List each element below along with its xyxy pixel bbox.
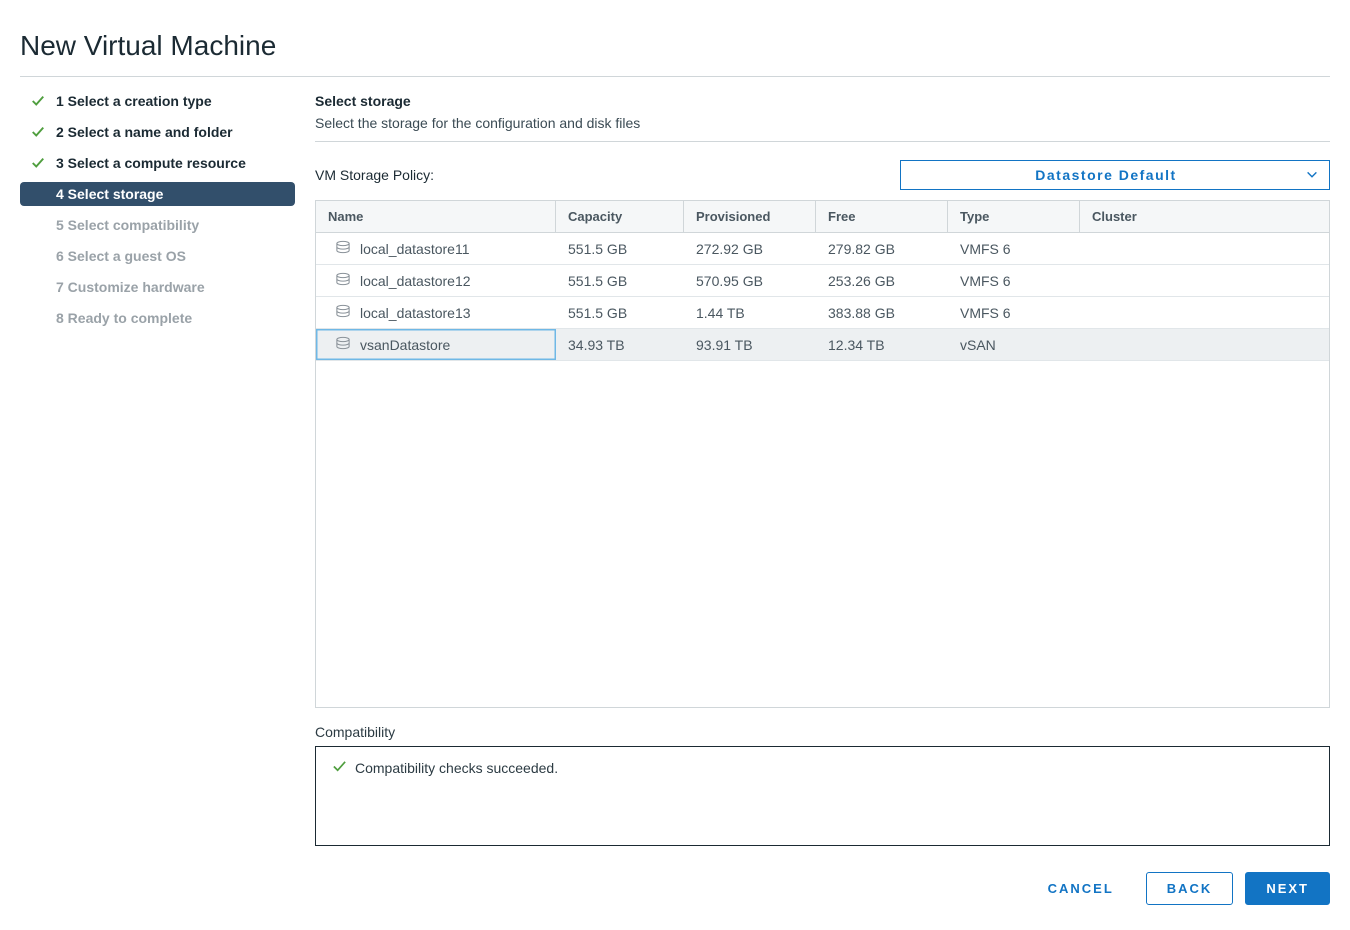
- next-button[interactable]: NEXT: [1245, 872, 1330, 905]
- compatibility-label: Compatibility: [315, 724, 1330, 740]
- wizard-footer: CANCEL BACK NEXT: [315, 872, 1330, 905]
- cell-provisioned: 93.91 TB: [684, 329, 816, 361]
- cell-type: VMFS 6: [948, 265, 1080, 297]
- wizard-step-label: 8 Ready to complete: [56, 310, 192, 326]
- datastore-row[interactable]: local_datastore11 551.5 GB272.92 GB279.82…: [316, 233, 1329, 265]
- section-title: Select storage: [315, 93, 1330, 109]
- compatibility-message: Compatibility checks succeeded.: [355, 760, 558, 776]
- check-icon: [28, 279, 48, 295]
- cell-name: local_datastore13: [316, 297, 556, 329]
- datastore-table-body: local_datastore11 551.5 GB272.92 GB279.82…: [316, 233, 1329, 361]
- cell-capacity: 551.5 GB: [556, 265, 684, 297]
- wizard-step-8: 8 Ready to complete: [20, 306, 295, 330]
- wizard-steps-nav: 1 Select a creation type 2 Select a name …: [20, 89, 295, 337]
- compatibility-panel: Compatibility checks succeeded.: [315, 746, 1330, 846]
- wizard-step-label: 1 Select a creation type: [56, 93, 212, 109]
- check-icon: [28, 93, 48, 109]
- col-capacity[interactable]: Capacity: [556, 201, 684, 233]
- col-name[interactable]: Name: [316, 201, 556, 233]
- cell-free: 279.82 GB: [816, 233, 948, 265]
- check-icon: [28, 217, 48, 233]
- wizard-step-3[interactable]: 3 Select a compute resource: [20, 151, 295, 175]
- wizard-step-label: 5 Select compatibility: [56, 217, 199, 233]
- check-icon: [28, 186, 48, 202]
- datastore-row[interactable]: local_datastore13 551.5 GB1.44 TB383.88 G…: [316, 297, 1329, 329]
- col-cluster[interactable]: Cluster: [1080, 201, 1330, 233]
- datastore-name: vsanDatastore: [360, 337, 450, 353]
- cell-type: VMFS 6: [948, 233, 1080, 265]
- cell-name: vsanDatastore: [316, 329, 556, 361]
- cell-free: 383.88 GB: [816, 297, 948, 329]
- check-icon: [28, 248, 48, 264]
- cell-free: 253.26 GB: [816, 265, 948, 297]
- table-header-row: Name Capacity Provisioned Free Type Clus…: [316, 201, 1330, 233]
- back-button[interactable]: BACK: [1146, 872, 1234, 905]
- cell-capacity: 551.5 GB: [556, 233, 684, 265]
- col-provisioned[interactable]: Provisioned: [684, 201, 816, 233]
- cell-capacity: 551.5 GB: [556, 297, 684, 329]
- wizard-step-label: 3 Select a compute resource: [56, 155, 246, 171]
- wizard-step-2[interactable]: 2 Select a name and folder: [20, 120, 295, 144]
- wizard-step-label: 7 Customize hardware: [56, 279, 205, 295]
- title-divider: [20, 76, 1330, 77]
- check-icon: [28, 155, 48, 171]
- chevron-down-icon: [1305, 168, 1319, 182]
- datastore-icon: [334, 304, 352, 321]
- col-type[interactable]: Type: [948, 201, 1080, 233]
- cell-cluster: [1080, 265, 1329, 297]
- cell-cluster: [1080, 233, 1329, 265]
- datastore-name: local_datastore11: [360, 241, 469, 257]
- datastore-icon: [334, 336, 352, 353]
- datastore-row[interactable]: local_datastore12 551.5 GB570.95 GB253.26…: [316, 265, 1329, 297]
- wizard-step-6: 6 Select a guest OS: [20, 244, 295, 268]
- wizard-main: Select storage Select the storage for th…: [295, 89, 1330, 905]
- wizard-step-label: 6 Select a guest OS: [56, 248, 186, 264]
- storage-policy-select[interactable]: Datastore Default: [900, 160, 1330, 190]
- cell-free: 12.34 TB: [816, 329, 948, 361]
- cell-capacity: 34.93 TB: [556, 329, 684, 361]
- cell-name: local_datastore11: [316, 233, 556, 265]
- datastore-table-body-wrap: local_datastore11 551.5 GB272.92 GB279.82…: [315, 233, 1330, 708]
- check-icon: [28, 124, 48, 140]
- datastore-icon: [334, 272, 352, 289]
- datastore-table: Name Capacity Provisioned Free Type Clus…: [315, 200, 1330, 233]
- datastore-name: local_datastore13: [360, 305, 471, 321]
- cancel-button[interactable]: CANCEL: [1028, 872, 1134, 905]
- storage-policy-row: VM Storage Policy: Datastore Default: [315, 160, 1330, 190]
- wizard-content: 1 Select a creation type 2 Select a name …: [20, 89, 1330, 905]
- storage-policy-label: VM Storage Policy:: [315, 167, 900, 183]
- cell-cluster: [1080, 329, 1329, 361]
- datastore-name: local_datastore12: [360, 273, 471, 289]
- cell-provisioned: 570.95 GB: [684, 265, 816, 297]
- wizard-step-1[interactable]: 1 Select a creation type: [20, 89, 295, 113]
- cell-type: vSAN: [948, 329, 1080, 361]
- wizard-title: New Virtual Machine: [20, 30, 1330, 62]
- datastore-row[interactable]: vsanDatastore 34.93 TB93.91 TB12.34 TBvSA…: [316, 329, 1329, 361]
- cell-cluster: [1080, 297, 1329, 329]
- cell-name: local_datastore12: [316, 265, 556, 297]
- col-free[interactable]: Free: [816, 201, 948, 233]
- check-icon: [332, 759, 347, 777]
- cell-provisioned: 1.44 TB: [684, 297, 816, 329]
- wizard-step-4[interactable]: 4 Select storage: [20, 182, 295, 206]
- compatibility-result: Compatibility checks succeeded.: [332, 759, 1313, 777]
- section-divider: [315, 141, 1330, 142]
- cell-type: VMFS 6: [948, 297, 1080, 329]
- cell-provisioned: 272.92 GB: [684, 233, 816, 265]
- wizard-step-5: 5 Select compatibility: [20, 213, 295, 237]
- datastore-icon: [334, 240, 352, 257]
- check-icon: [28, 310, 48, 326]
- storage-policy-value: Datastore Default: [1035, 167, 1176, 183]
- wizard-step-7: 7 Customize hardware: [20, 275, 295, 299]
- new-vm-wizard: New Virtual Machine 1 Select a creation …: [0, 0, 1350, 930]
- section-subtitle: Select the storage for the configuration…: [315, 115, 1330, 131]
- wizard-step-label: 2 Select a name and folder: [56, 124, 233, 140]
- wizard-step-label: 4 Select storage: [56, 186, 163, 202]
